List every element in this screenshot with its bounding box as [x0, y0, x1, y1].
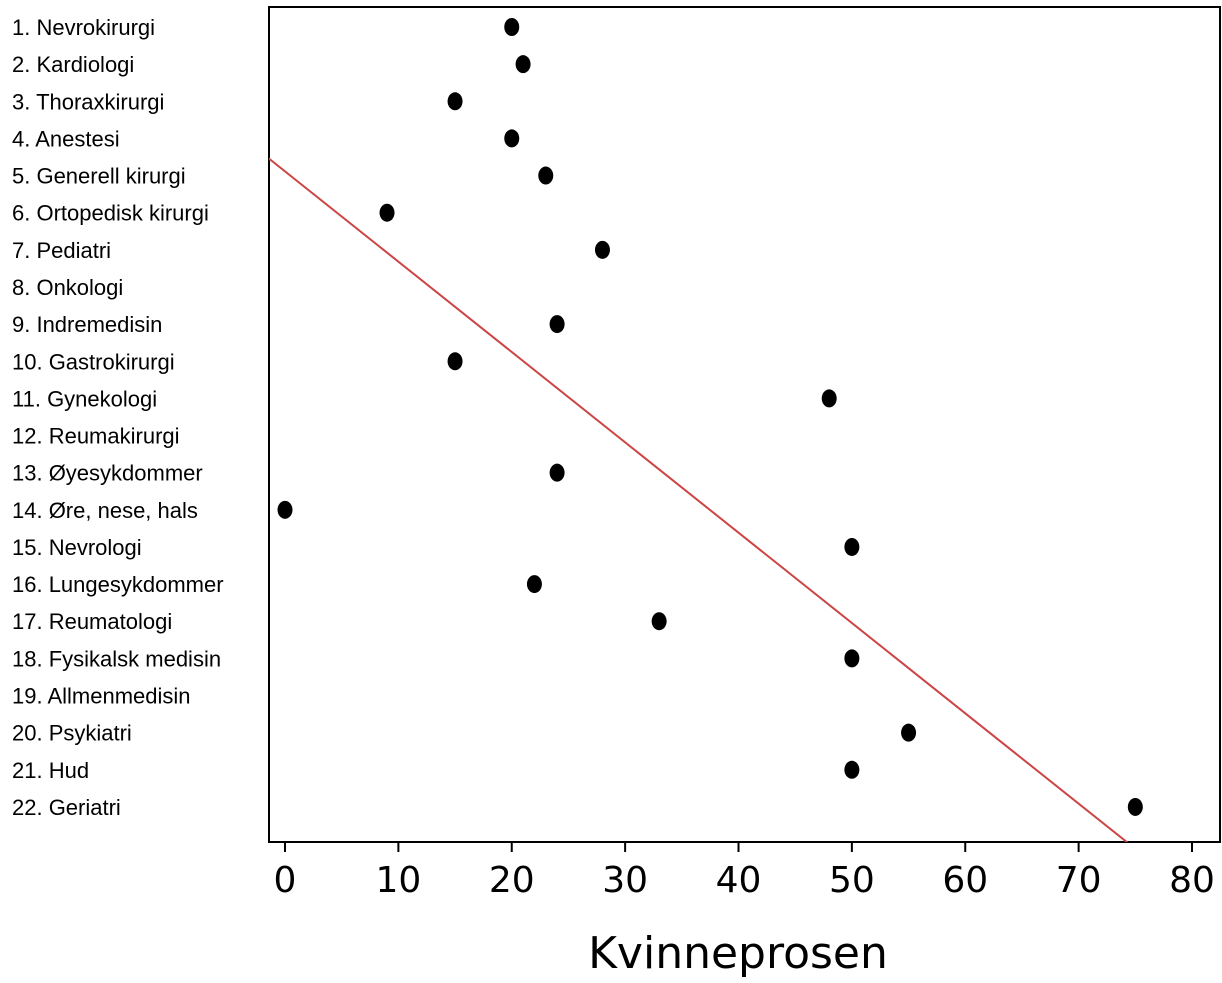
data-point: [277, 500, 293, 519]
category-label: 5. Generell kirurgi: [12, 164, 186, 189]
data-point: [549, 315, 565, 334]
data-point: [504, 129, 520, 148]
x-tick-label: 0: [274, 860, 297, 901]
x-tick-label: 10: [375, 860, 421, 901]
category-label: 14. Øre, nese, hals: [12, 498, 198, 523]
category-label: 20. Psykiatri: [12, 721, 132, 746]
category-label: 2. Kardiologi: [12, 52, 134, 77]
category-label: 1. Nevrokirurgi: [12, 15, 155, 40]
trend-line: [269, 157, 1129, 842]
category-label: 8. Onkologi: [12, 275, 123, 300]
data-point: [504, 18, 520, 36]
data-point: [901, 723, 917, 742]
category-label: 6. Ortopedisk kirurgi: [12, 201, 209, 226]
data-point: [379, 203, 395, 222]
category-label: 21. Hud: [12, 758, 89, 783]
data-point: [821, 389, 837, 408]
data-point: [538, 166, 554, 185]
category-label: 22. Geriatri: [12, 795, 121, 820]
category-label: 10. Gastrokirurgi: [12, 349, 175, 374]
x-tick-label: 70: [1056, 860, 1102, 901]
category-label: 15. Nevrologi: [12, 535, 142, 560]
x-tick-label: 50: [829, 860, 875, 901]
x-tick-label: 30: [602, 860, 648, 901]
category-label: 4. Anestesi: [12, 126, 120, 151]
category-label: 17. Reumatologi: [12, 609, 172, 634]
x-axis: 0 10 20 30 40 50 60 70 80: [274, 842, 1215, 901]
category-label: 11. Gynekologi: [12, 386, 157, 411]
x-tick-label: 20: [489, 860, 535, 901]
data-point: [844, 649, 860, 668]
category-label: 3. Thoraxkirurgi: [12, 89, 164, 114]
data-point: [594, 240, 610, 259]
category-labels: 1. Nevrokirurgi 2. Kardiologi 3. Thoraxkir…: [12, 15, 224, 820]
category-label: 13. Øyesykdommer: [12, 461, 203, 486]
data-point: [651, 612, 667, 631]
data-point: [447, 352, 463, 371]
x-tick-label: 40: [716, 860, 762, 901]
trend-line-group: [269, 157, 1129, 842]
data-points: [277, 18, 1143, 816]
category-label: 16. Lungesykdommer: [12, 572, 224, 597]
category-label: 7. Pediatri: [12, 238, 111, 263]
data-point: [1127, 797, 1143, 816]
category-label: 9. Indremedisin: [12, 312, 162, 337]
data-point: [515, 55, 531, 74]
category-label: 19. Allmenmedisin: [12, 684, 191, 709]
data-point: [526, 575, 542, 594]
data-point: [447, 92, 463, 111]
x-tick-label: 80: [1169, 860, 1215, 901]
category-label: 12. Reumakirurgi: [12, 424, 180, 449]
category-label: 18. Fysikalsk medisin: [12, 646, 221, 671]
data-point: [549, 463, 565, 482]
x-tick-label: 60: [942, 860, 988, 901]
plot-frame: [268, 6, 1221, 843]
data-point: [844, 760, 860, 779]
data-point: [844, 537, 860, 556]
x-axis-title: Kvinneprosen: [588, 928, 888, 979]
